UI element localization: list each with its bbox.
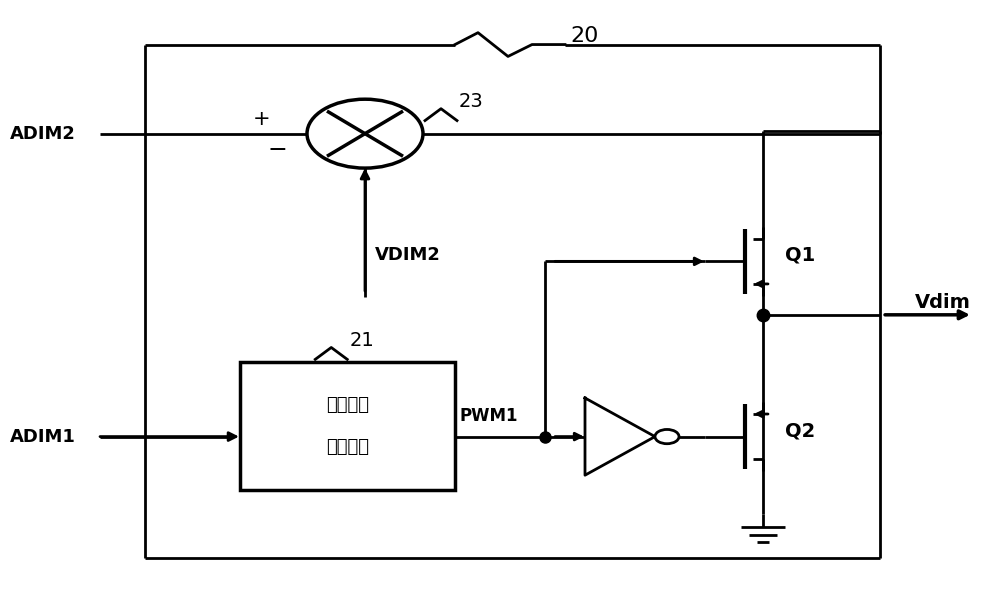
Text: VDIM2: VDIM2 [375, 247, 441, 264]
Text: ADIM2: ADIM2 [10, 125, 76, 143]
Text: PWM1: PWM1 [460, 407, 518, 425]
Text: 处理电路: 处理电路 [326, 438, 369, 456]
Text: 模拟信号: 模拟信号 [326, 396, 369, 415]
Text: 20: 20 [570, 26, 598, 46]
Text: 23: 23 [459, 92, 484, 111]
Circle shape [655, 429, 679, 444]
Text: 21: 21 [349, 331, 374, 350]
Text: +: + [253, 109, 271, 129]
Bar [240, 362, 455, 490]
Text: Q2: Q2 [785, 421, 815, 440]
Text: ADIM1: ADIM1 [10, 428, 76, 446]
Text: Vdim: Vdim [915, 293, 971, 312]
Text: Q1: Q1 [785, 246, 815, 265]
Text: −: − [267, 138, 287, 162]
